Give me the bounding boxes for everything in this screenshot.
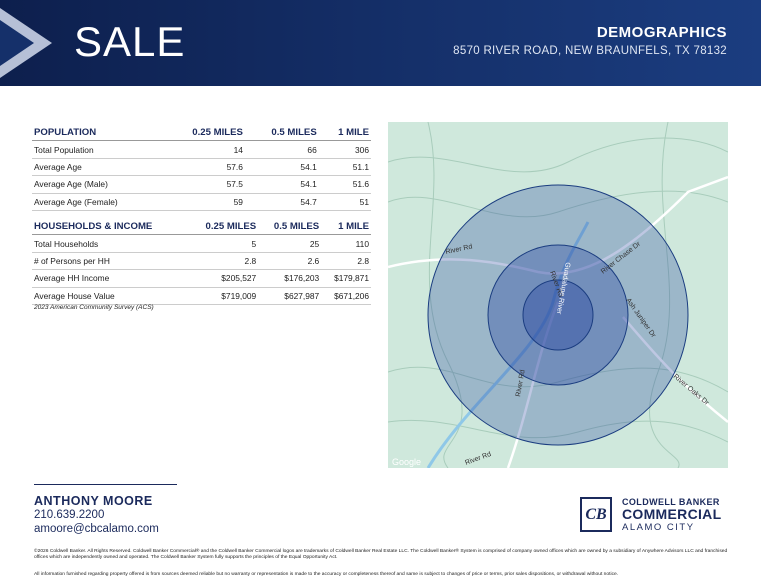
column-header: POPULATION bbox=[32, 124, 164, 142]
shape bbox=[427, 122, 463, 468]
header-row: POPULATION 0.25 MILES 0.5 MILES 1 MILE bbox=[32, 124, 371, 142]
row-label: Average House Value bbox=[32, 287, 189, 305]
cell-value: 2.6 bbox=[258, 252, 322, 271]
cell-value: 5 bbox=[188, 234, 259, 253]
shape bbox=[388, 366, 728, 393]
road-label: River Rd bbox=[515, 369, 527, 397]
row-label: Average Age (Female) bbox=[32, 193, 164, 211]
cell-value: 66 bbox=[244, 140, 319, 159]
row-label: Total Population bbox=[32, 140, 164, 159]
table-row: Total Population 14 66 306 bbox=[32, 140, 371, 159]
column-header: 1 MILE bbox=[321, 218, 371, 236]
table-row: Average HH Income $205,527 $176,203 $179,87… bbox=[32, 269, 371, 288]
row-label: Average Age bbox=[32, 158, 164, 177]
shape bbox=[649, 122, 680, 468]
cell-value: 57.6 bbox=[163, 158, 245, 177]
table-row: Average House Value $719,009 $627,987 $671,… bbox=[32, 287, 371, 305]
shape bbox=[506, 301, 560, 468]
table-row: Average Age 57.6 54.1 51.1 bbox=[32, 158, 371, 177]
table-row: Total Households 5 25 110 bbox=[32, 234, 371, 253]
cell-value: 51.6 bbox=[318, 175, 371, 194]
shape bbox=[388, 122, 728, 468]
logo-text: ALAMO CITY bbox=[622, 522, 695, 533]
cell-value: 51.1 bbox=[318, 158, 371, 177]
cell-value: $671,206 bbox=[321, 287, 371, 305]
row-label: Average HH Income bbox=[32, 269, 189, 288]
table-row: Average Age (Female) 59 54.7 51 bbox=[32, 193, 371, 211]
households-table: HOUSEHOLDS & INCOME 0.25 MILES 0.5 MILES 1 … bbox=[32, 218, 371, 305]
row-label: Average Age (Male) bbox=[32, 175, 164, 194]
shape bbox=[522, 279, 594, 351]
shape bbox=[388, 419, 728, 443]
shape bbox=[622, 316, 728, 423]
divider bbox=[34, 484, 177, 485]
cell-value: $179,871 bbox=[321, 269, 371, 288]
address: 8570 RIVER ROAD, NEW BRAUNFELS, TX 78132 bbox=[453, 45, 727, 57]
cell-value: 2.8 bbox=[188, 252, 259, 271]
disclaimer: ©2026 Coldwell Banker. All Rights Reserv… bbox=[34, 549, 728, 560]
logo-mark: CB bbox=[580, 497, 612, 532]
column-header: 0.25 MILES bbox=[188, 218, 259, 236]
table-row: Average Age (Male) 57.5 54.1 51.6 bbox=[32, 175, 371, 194]
header-row: HOUSEHOLDS & INCOME 0.25 MILES 0.5 MILES 1 … bbox=[32, 218, 371, 236]
shape bbox=[487, 244, 629, 386]
map-attribution: Google bbox=[392, 457, 421, 467]
cell-value: 2.8 bbox=[321, 252, 371, 271]
shape bbox=[426, 221, 590, 468]
population-table: POPULATION 0.25 MILES 0.5 MILES 1 MILE Total… bbox=[32, 124, 371, 211]
row-label: Total Households bbox=[32, 234, 189, 253]
column-header: 1 MILE bbox=[318, 124, 371, 142]
shape bbox=[388, 122, 728, 468]
cell-value: $205,527 bbox=[188, 269, 259, 288]
header-band bbox=[0, 0, 761, 86]
shape bbox=[388, 190, 728, 218]
chevron bbox=[0, 8, 52, 78]
agent-email: amoore@cbcalamo.com bbox=[34, 523, 159, 535]
column-header: 0.5 MILES bbox=[244, 124, 319, 142]
agent-phone: 210.639.2200 bbox=[34, 509, 105, 521]
column-header: 0.25 MILES bbox=[163, 124, 245, 142]
shape bbox=[0, 20, 34, 66]
cell-value: 110 bbox=[321, 234, 371, 253]
agent-name: ANTHONY MOORE bbox=[34, 494, 153, 508]
row-label: # of Persons per HH bbox=[32, 252, 189, 271]
map: River Rd River Chase Dr River Rd Guadalu… bbox=[388, 122, 728, 468]
cell-value: 54.7 bbox=[244, 193, 319, 211]
logo-text: COLDWELL BANKER bbox=[622, 497, 720, 507]
disclaimer: All information furnished regarding prop… bbox=[34, 572, 619, 577]
cell-value: 306 bbox=[318, 140, 371, 159]
column-header: 0.5 MILES bbox=[258, 218, 322, 236]
source-note: 2023 American Community Survey (ACS) bbox=[34, 304, 154, 311]
logo-text: COMMERCIAL bbox=[622, 506, 722, 522]
table-row: # of Persons per HH 2.8 2.6 2.8 bbox=[32, 252, 371, 271]
cell-value: $627,987 bbox=[258, 287, 322, 305]
cell-value: 57.5 bbox=[163, 175, 245, 194]
cell-value: 54.1 bbox=[244, 175, 319, 194]
shape bbox=[427, 184, 689, 446]
cell-value: $176,203 bbox=[258, 269, 322, 288]
cell-value: 54.1 bbox=[244, 158, 319, 177]
heading: DEMOGRAPHICS bbox=[596, 24, 727, 41]
cell-value: 51 bbox=[318, 193, 371, 211]
cell-value: $719,009 bbox=[188, 287, 259, 305]
cell-value: 59 bbox=[163, 193, 245, 211]
cell-value: 14 bbox=[163, 140, 245, 159]
shape bbox=[388, 137, 728, 173]
title: SALE bbox=[74, 18, 186, 65]
cell-value: 25 bbox=[258, 234, 322, 253]
column-header: HOUSEHOLDS & INCOME bbox=[32, 218, 189, 236]
